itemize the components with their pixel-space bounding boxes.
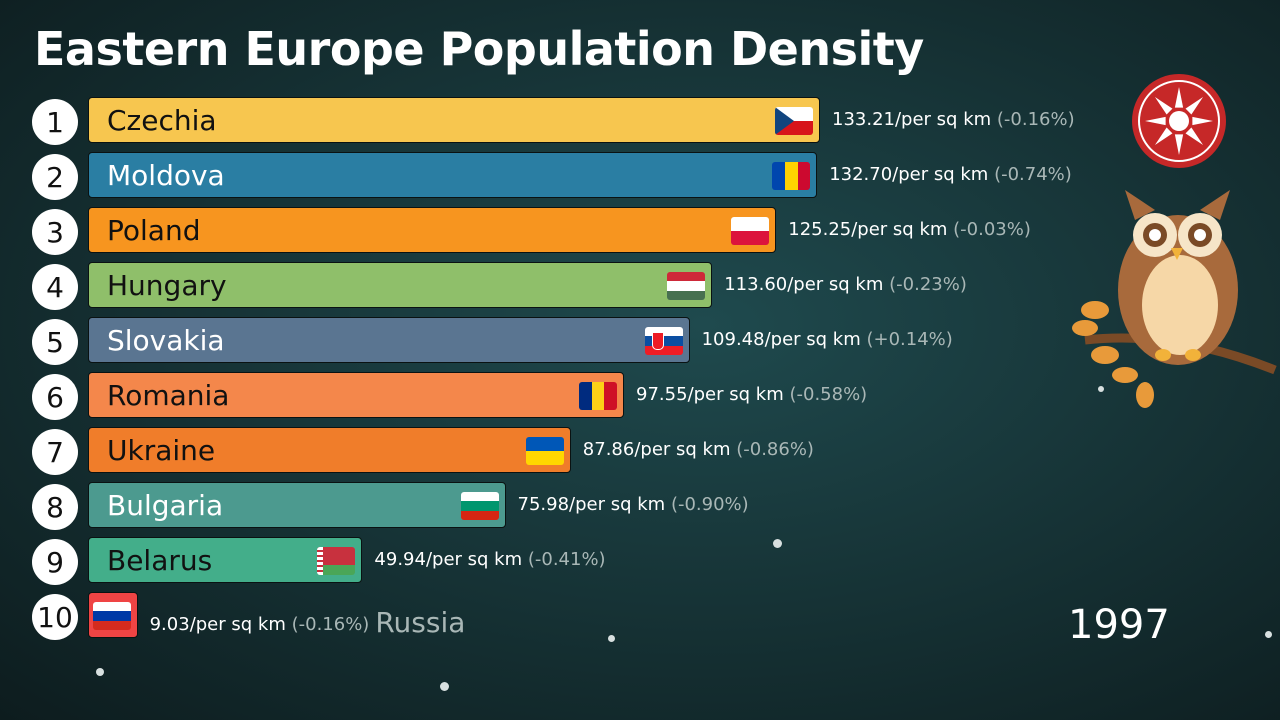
bar: Slovakia xyxy=(88,317,690,363)
slovakia-flag-icon xyxy=(644,327,683,355)
year-label: 1997 xyxy=(1068,602,1170,648)
value-text: 132.70/per sq km (-0.74%) xyxy=(829,164,1072,185)
value-label: 133.21 xyxy=(832,109,895,130)
value-text: 125.25/per sq km (-0.03%) xyxy=(788,219,1031,240)
value-text: 109.48/per sq km (+0.14%) xyxy=(702,329,953,350)
russia-flag-icon xyxy=(92,602,131,630)
change-label: (-0.90%) xyxy=(670,494,749,515)
owl-illustration xyxy=(1072,190,1277,408)
value-label: 132.70 xyxy=(829,164,893,185)
change-label: (+0.14%) xyxy=(866,329,953,350)
country-label: Poland xyxy=(107,214,201,247)
country-label: Bulgaria xyxy=(107,489,224,522)
change-label: (-0.86%) xyxy=(736,439,814,460)
country-label: Czechia xyxy=(107,104,217,137)
moldova-flag-icon xyxy=(772,162,811,190)
rank-badge: 8 xyxy=(32,484,78,530)
change-label: (-0.16%) xyxy=(996,109,1075,130)
change-label: (-0.41%) xyxy=(527,549,606,570)
change-label: (-0.23%) xyxy=(889,274,967,295)
decorative-dot xyxy=(773,539,782,548)
decorative-dot xyxy=(1265,631,1272,638)
value-text: 113.60/per sq km (-0.23%) xyxy=(724,274,967,295)
country-label: Slovakia xyxy=(107,324,225,357)
bar: Moldova xyxy=(88,152,818,198)
sun-ray xyxy=(1154,127,1173,146)
chart-title: Eastern Europe Population Density xyxy=(34,22,924,76)
sun-ray xyxy=(1145,116,1166,126)
value-label: 125.25 xyxy=(788,219,852,240)
sun-ray xyxy=(1185,96,1204,115)
rank-badge: 9 xyxy=(32,539,78,585)
bulgaria-flag-icon xyxy=(460,492,499,520)
value-label: 97.55 xyxy=(636,384,688,405)
unit-label: /per sq km xyxy=(894,109,992,130)
unit-label: /per sq km xyxy=(569,494,666,515)
sun-emblem-icon xyxy=(1132,74,1226,168)
value-text: 97.55/per sq km (-0.58%) xyxy=(636,384,867,405)
unit-label: /per sq km xyxy=(634,439,731,460)
value-label: 109.48 xyxy=(701,329,765,350)
value-text: 87.86/per sq km (-0.86%) xyxy=(583,439,814,460)
rank-badge: 7 xyxy=(32,429,78,475)
value-label: 87.86 xyxy=(582,439,635,460)
bar: Poland xyxy=(88,207,777,253)
sun-ray xyxy=(1185,127,1204,146)
unit-label: /per sq km xyxy=(892,164,989,185)
value-label: 9.03 xyxy=(149,614,190,635)
unit-label: /per sq km xyxy=(764,329,861,350)
country-label: Ukraine xyxy=(107,434,216,467)
country-label: Russia xyxy=(375,606,466,639)
unit-label: /per sq km xyxy=(687,384,784,405)
bar: Czechia xyxy=(88,97,820,143)
bar: Bulgaria xyxy=(88,482,506,528)
country-label: Hungary xyxy=(107,269,227,302)
rank-badge: 10 xyxy=(32,594,78,640)
belarus-flag-icon xyxy=(317,547,356,575)
decorative-dot xyxy=(440,682,449,691)
bar: Ukraine xyxy=(88,427,571,473)
rank-badge: 1 xyxy=(32,99,78,145)
value-label: 75.98 xyxy=(517,494,570,515)
change-label: (-0.16%) xyxy=(291,614,370,635)
country-label: Romania xyxy=(107,379,230,412)
value-label: 49.94 xyxy=(374,549,426,570)
decorative-dot xyxy=(1098,386,1104,392)
decorative-dot xyxy=(608,635,615,642)
rank-badge: 4 xyxy=(32,264,78,310)
sun-ray xyxy=(1174,134,1184,155)
rank-badge: 2 xyxy=(32,154,78,200)
change-label: (-0.58%) xyxy=(789,384,868,405)
bar xyxy=(88,592,138,638)
unit-label: /per sq km xyxy=(425,549,523,570)
unit-label: /per sq km xyxy=(851,219,948,240)
sun-ray xyxy=(1154,96,1173,115)
romania-flag-icon xyxy=(579,382,618,410)
rank-badge: 5 xyxy=(32,319,78,365)
value-text: 9.03/per sq km (-0.16%) Russia xyxy=(149,604,466,639)
country-label: Belarus xyxy=(107,544,213,577)
bar: Hungary xyxy=(88,262,713,308)
sun-ray xyxy=(1192,116,1213,126)
value-text: 49.94/per sq km (-0.41%) xyxy=(374,549,605,570)
unit-label: /per sq km xyxy=(787,274,884,295)
bar: Belarus xyxy=(88,537,363,583)
poland-flag-icon xyxy=(731,217,770,245)
change-label: (-0.74%) xyxy=(994,164,1072,185)
ukraine-flag-icon xyxy=(525,437,564,465)
rank-badge: 6 xyxy=(32,374,78,420)
country-label: Moldova xyxy=(107,159,225,192)
value-label: 113.60 xyxy=(724,274,788,295)
decorative-dot xyxy=(96,668,104,676)
unit-label: /per sq km xyxy=(189,614,286,635)
change-label: (-0.03%) xyxy=(953,219,1031,240)
czechia-flag-icon xyxy=(775,107,813,135)
value-text: 133.21/per sq km (-0.16%) xyxy=(832,109,1075,130)
rank-badge: 3 xyxy=(32,209,78,255)
hungary-flag-icon xyxy=(667,272,706,300)
sun-ray xyxy=(1174,87,1184,108)
value-text: 75.98/per sq km (-0.90%) xyxy=(518,494,749,515)
bar: Romania xyxy=(88,372,625,418)
